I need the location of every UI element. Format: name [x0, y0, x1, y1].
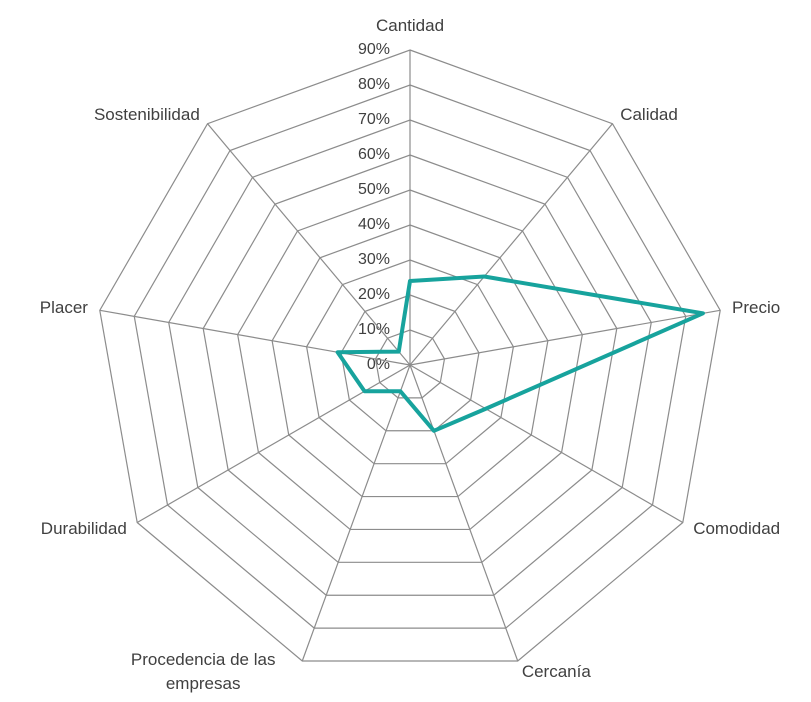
r-tick-label: 20%	[358, 286, 390, 303]
r-tick-label: 10%	[358, 321, 390, 338]
grid-ring	[340, 294, 480, 432]
category-label: Cantidad	[375, 16, 445, 35]
r-tick-label: 60%	[358, 146, 390, 163]
grid-ring	[99, 49, 721, 662]
spoke	[136, 364, 411, 524]
category-label: Calidad	[620, 104, 678, 124]
r-tick-label: 90%	[358, 41, 390, 58]
r-tick-label: 30%	[358, 251, 390, 268]
grid-ring	[305, 259, 515, 465]
grid-ring	[237, 189, 583, 531]
spoke	[99, 309, 411, 366]
grid-ring	[374, 329, 446, 399]
grid-ring	[133, 84, 687, 629]
category-label: Sostenibilidad	[93, 104, 200, 124]
spoke	[207, 123, 411, 366]
grid-ring	[168, 119, 652, 596]
r-tick-label: 50%	[358, 181, 390, 198]
spoke	[409, 309, 721, 366]
series-line	[335, 274, 705, 433]
spoke	[409, 123, 613, 366]
r-tick-label: 0%	[367, 356, 390, 373]
category-label: Comodidad	[693, 518, 781, 538]
grid-ring	[202, 154, 618, 563]
category-label: Cercanía	[521, 662, 591, 682]
category-label: Procedencia de las empresas	[130, 650, 276, 694]
spoke	[409, 364, 684, 524]
r-tick-label: 40%	[358, 216, 390, 233]
category-label: Placer	[39, 298, 88, 318]
r-tick-label: 80%	[358, 76, 390, 93]
spoke	[409, 364, 519, 662]
grid-ring	[271, 224, 549, 498]
r-tick-label: 70%	[358, 111, 390, 128]
category-label: Durabilidad	[40, 518, 127, 538]
category-label: Precio	[732, 298, 781, 318]
spoke	[301, 364, 411, 662]
